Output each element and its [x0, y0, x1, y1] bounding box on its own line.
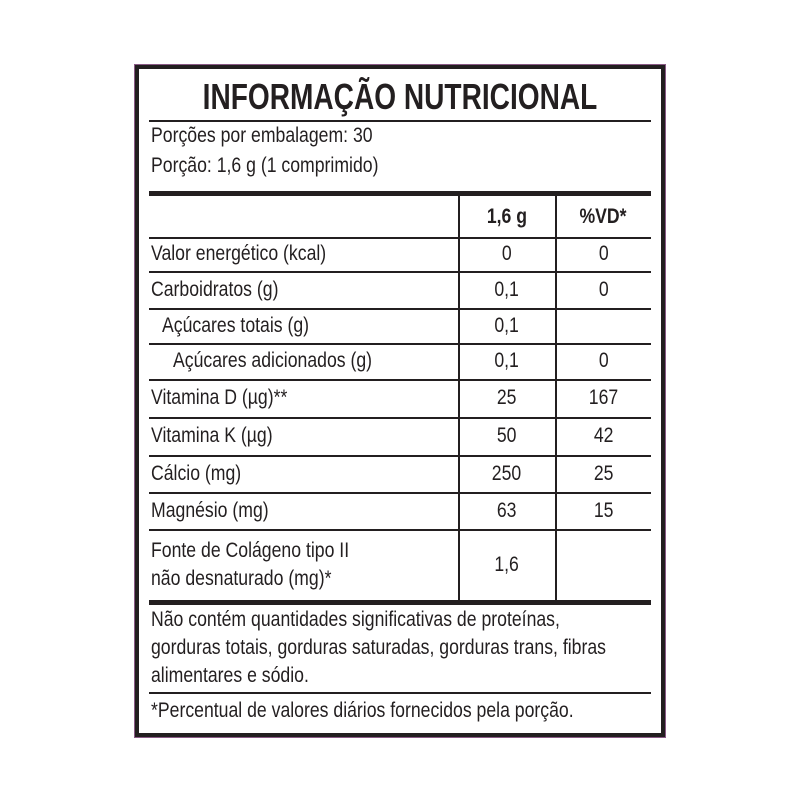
nutrient-label: Fonte de Colágeno tipo II não desnaturado… [151, 538, 350, 590]
nutrient-label: Vitamina K (µg) [151, 424, 273, 447]
column-header-dv: %VD* [579, 204, 628, 228]
nutrient-dv: 0 [598, 277, 609, 301]
thick-divider [149, 600, 651, 605]
row-divider [149, 343, 651, 345]
column-divider [555, 196, 557, 600]
nutrient-amount: 1,6 [494, 552, 519, 576]
row-divider [149, 529, 651, 531]
label-title: INFORMAÇÃO NUTRICIONAL [202, 76, 598, 117]
nutrition-facts-label: INFORMAÇÃO NUTRICIONAL Porções por embal… [135, 65, 665, 737]
row-divider [149, 271, 651, 273]
nutrient-amount: 0,1 [494, 313, 519, 337]
column-divider [458, 196, 460, 600]
nutrient-amount: 0,1 [494, 349, 519, 372]
serving-size: Porção: 1,6 g (1 comprimido) [151, 154, 379, 177]
row-divider [149, 455, 651, 457]
nutrient-amount: 63 [496, 498, 517, 522]
nutrient-amount: 0,1 [494, 277, 519, 301]
row-divider [149, 308, 651, 310]
row-divider [149, 417, 651, 419]
nutrient-dv [555, 308, 652, 343]
nutrient-label: Açúcares adicionados (g) [173, 349, 373, 372]
thick-divider [149, 191, 651, 196]
nutrient-dv [555, 529, 652, 600]
nutrient-label: Carboidratos (g) [151, 277, 279, 301]
nutrient-dv: 42 [593, 424, 614, 447]
nutrient-label: Magnésio (mg) [151, 498, 269, 522]
nutrient-label: Valor energético (kcal) [151, 242, 327, 265]
nutrient-amount: 250 [491, 461, 522, 485]
nutrient-amount: 0 [501, 242, 512, 265]
nutrient-amount: 25 [496, 386, 517, 409]
nutrient-dv: 15 [593, 498, 614, 522]
nutrient-dv: 167 [588, 386, 619, 409]
footnote: Não contém quantidades significativas de… [151, 608, 606, 687]
nutrient-label: Vitamina D (µg)** [151, 386, 288, 409]
divider [149, 692, 651, 694]
nutrient-label: Cálcio (mg) [151, 461, 242, 485]
nutrient-dv: 0 [598, 242, 609, 265]
divider [149, 120, 651, 122]
row-divider [149, 237, 651, 239]
column-header-amount: 1,6 g [486, 204, 527, 228]
dv-note: *Percentual de valores diários fornecido… [151, 699, 574, 722]
nutrient-label: Açúcares totais (g) [162, 313, 310, 337]
servings-per-package: Porções por embalagem: 30 [151, 124, 373, 147]
nutrient-dv: 25 [593, 461, 614, 485]
row-divider [149, 492, 651, 494]
row-divider [149, 379, 651, 381]
nutrient-amount: 50 [496, 424, 517, 447]
nutrient-dv: 0 [598, 349, 609, 372]
